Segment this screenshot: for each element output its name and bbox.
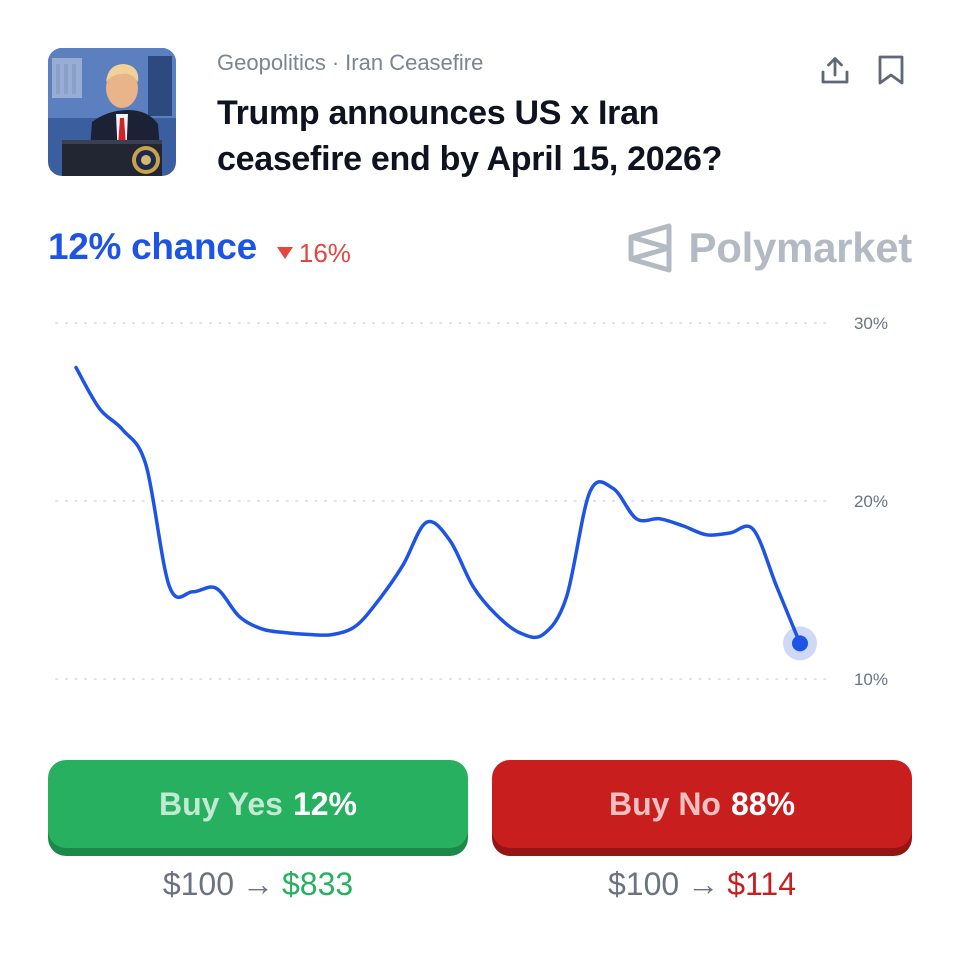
no-return: $114 (727, 866, 796, 902)
y-tick-label: 10% (854, 670, 888, 689)
press-conference-photo-icon (48, 48, 176, 176)
y-tick-label: 30% (854, 314, 888, 333)
chance-value: 12% chance (48, 226, 257, 267)
change-indicator: 16% (276, 237, 351, 269)
price-chart: 30% 20% 10% (55, 314, 888, 689)
subcategory-link[interactable]: Iran Ceasefire (345, 50, 484, 75)
no-stake: $100 (608, 866, 680, 902)
brand: Polymarket (627, 222, 912, 274)
market-title: Trump announces US x Iran ceasefire end … (217, 94, 723, 178)
share-icon (821, 57, 849, 84)
bookmark-icon (878, 55, 904, 85)
last-point (792, 635, 808, 652)
header-actions (818, 52, 908, 88)
change-value: 16% (298, 237, 351, 268)
chart-grid (55, 322, 829, 680)
series-line (74, 365, 802, 646)
breadcrumb-separator: · (331, 50, 340, 75)
yes-stake: $100 (162, 866, 234, 902)
category-link[interactable]: Geopolitics (217, 50, 326, 75)
yes-payout: $100 → $833 (48, 866, 468, 903)
yes-arrow-icon: → (242, 866, 274, 902)
buy-yes-percent: 12% (292, 785, 357, 822)
breadcrumb: Geopolitics · Iran Ceasefire (217, 50, 483, 76)
no-payout: $100 → $114 (492, 866, 912, 903)
buy-no-percent: 88% (730, 785, 796, 822)
yes-return: $833 (282, 866, 354, 902)
buy-no-button[interactable]: Buy No 88% (492, 760, 912, 848)
y-tick-label: 20% (854, 492, 888, 511)
no-arrow-icon: → (687, 866, 720, 902)
brand-name: Polymarket (688, 224, 913, 271)
buy-yes-button[interactable]: Buy Yes 12% (48, 760, 468, 848)
share-button[interactable] (818, 52, 852, 88)
buy-yes-label: Buy Yes (159, 785, 283, 822)
probability-row: 12% chance 16% (48, 226, 351, 269)
down-triangle-icon (276, 247, 293, 259)
polymarket-logo-icon (628, 223, 672, 273)
bookmark-button[interactable] (874, 52, 908, 88)
y-axis-ticks: 30% 20% 10% (854, 314, 888, 689)
buy-no-label: Buy No (608, 785, 721, 822)
market-image (48, 48, 176, 176)
